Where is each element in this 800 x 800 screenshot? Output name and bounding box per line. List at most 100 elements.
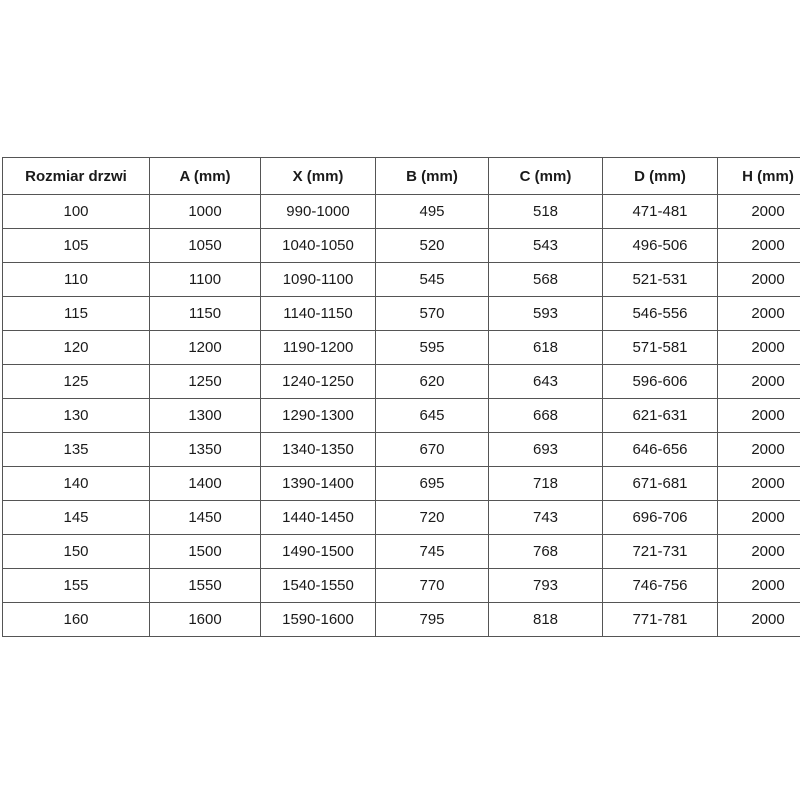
table-cell: 718: [488, 466, 603, 501]
table-cell: 495: [375, 194, 489, 229]
table-cell: 115: [2, 296, 150, 331]
table-cell: 1440-1450: [260, 500, 376, 535]
table-cell: 1190-1200: [260, 330, 376, 365]
table-cell: 520: [375, 228, 489, 263]
table-cell: 595: [375, 330, 489, 365]
table-cell: 2000: [717, 500, 800, 535]
table-cell: 596-606: [602, 364, 718, 399]
table-cell: 1040-1050: [260, 228, 376, 263]
table-row: 110 1100 1090-1100 545 568 521-531 2000: [2, 262, 800, 297]
table-cell: 1000: [149, 194, 261, 229]
table-cell: 518: [488, 194, 603, 229]
table-cell: 2000: [717, 296, 800, 331]
table-cell: 1290-1300: [260, 398, 376, 433]
table-cell: 618: [488, 330, 603, 365]
table-cell: 1050: [149, 228, 261, 263]
table-cell: 1400: [149, 466, 261, 501]
table-cell: 793: [488, 568, 603, 603]
table-row: 125 1250 1240-1250 620 643 596-606 2000: [2, 364, 800, 399]
table-row: 155 1550 1540-1550 770 793 746-756 2000: [2, 568, 800, 603]
table-cell: 1100: [149, 262, 261, 297]
table-cell: 120: [2, 330, 150, 365]
table-cell: 543: [488, 228, 603, 263]
column-header: H (mm): [717, 157, 800, 195]
table-cell: 643: [488, 364, 603, 399]
table-row: 115 1150 1140-1150 570 593 546-556 2000: [2, 296, 800, 331]
table-cell: 795: [375, 602, 489, 637]
table-cell: 2000: [717, 466, 800, 501]
table-cell: 668: [488, 398, 603, 433]
table-cell: 746-756: [602, 568, 718, 603]
table-cell: 105: [2, 228, 150, 263]
table-cell: 145: [2, 500, 150, 535]
table-row: 120 1200 1190-1200 595 618 571-581 2000: [2, 330, 800, 365]
table-cell: 1090-1100: [260, 262, 376, 297]
table-cell: 2000: [717, 330, 800, 365]
table-cell: 1590-1600: [260, 602, 376, 637]
table-cell: 771-781: [602, 602, 718, 637]
table-cell: 1200: [149, 330, 261, 365]
table-row: 135 1350 1340-1350 670 693 646-656 2000: [2, 432, 800, 467]
column-header: X (mm): [260, 157, 376, 195]
table-cell: 1450: [149, 500, 261, 535]
table-cell: 1240-1250: [260, 364, 376, 399]
door-size-table: Rozmiar drzwi A (mm) X (mm) B (mm) C (mm) D (…: [2, 157, 800, 637]
table-cell: 743: [488, 500, 603, 535]
table-row: 105 1050 1040-1050 520 543 496-506 2000: [2, 228, 800, 263]
table-cell: 135: [2, 432, 150, 467]
table-cell: 2000: [717, 398, 800, 433]
table-cell: 1490-1500: [260, 534, 376, 569]
table-cell: 545: [375, 262, 489, 297]
table-cell: 2000: [717, 262, 800, 297]
table-cell: 570: [375, 296, 489, 331]
table-cell: 671-681: [602, 466, 718, 501]
table-cell: 2000: [717, 602, 800, 637]
table-cell: 1540-1550: [260, 568, 376, 603]
table-body: 100 1000 990-1000 495 518 471-481 2000 105 1050 1…: [2, 194, 800, 637]
table-cell: 125: [2, 364, 150, 399]
table-row: 130 1300 1290-1300 645 668 621-631 2000: [2, 398, 800, 433]
table-cell: 568: [488, 262, 603, 297]
table-cell: 990-1000: [260, 194, 376, 229]
table-cell: 2000: [717, 534, 800, 569]
table-cell: 571-581: [602, 330, 718, 365]
column-header: C (mm): [488, 157, 603, 195]
table-cell: 1140-1150: [260, 296, 376, 331]
table-cell: 2000: [717, 228, 800, 263]
table-cell: 1340-1350: [260, 432, 376, 467]
table-cell: 670: [375, 432, 489, 467]
table-cell: 621-631: [602, 398, 718, 433]
table-cell: 818: [488, 602, 603, 637]
table-cell: 1600: [149, 602, 261, 637]
table-cell: 1390-1400: [260, 466, 376, 501]
table-cell: 496-506: [602, 228, 718, 263]
column-header: B (mm): [375, 157, 489, 195]
table-cell: 695: [375, 466, 489, 501]
table-cell: 593: [488, 296, 603, 331]
header-row: Rozmiar drzwi A (mm) X (mm) B (mm) C (mm) D (…: [2, 157, 800, 195]
table-cell: 1550: [149, 568, 261, 603]
table-cell: 646-656: [602, 432, 718, 467]
table-cell: 693: [488, 432, 603, 467]
table-cell: 620: [375, 364, 489, 399]
table-cell: 770: [375, 568, 489, 603]
table-cell: 155: [2, 568, 150, 603]
column-header: Rozmiar drzwi: [2, 157, 150, 195]
table-row: 100 1000 990-1000 495 518 471-481 2000: [2, 194, 800, 229]
table-cell: 1150: [149, 296, 261, 331]
table-row: 140 1400 1390-1400 695 718 671-681 2000: [2, 466, 800, 501]
table-cell: 140: [2, 466, 150, 501]
table-cell: 546-556: [602, 296, 718, 331]
column-header: D (mm): [602, 157, 718, 195]
column-header: A (mm): [149, 157, 261, 195]
table-cell: 2000: [717, 194, 800, 229]
table-header: Rozmiar drzwi A (mm) X (mm) B (mm) C (mm) D (…: [2, 157, 800, 195]
table-cell: 720: [375, 500, 489, 535]
table-cell: 1500: [149, 534, 261, 569]
table-cell: 745: [375, 534, 489, 569]
table-cell: 2000: [717, 364, 800, 399]
table-cell: 160: [2, 602, 150, 637]
table-row: 150 1500 1490-1500 745 768 721-731 2000: [2, 534, 800, 569]
table-cell: 2000: [717, 568, 800, 603]
